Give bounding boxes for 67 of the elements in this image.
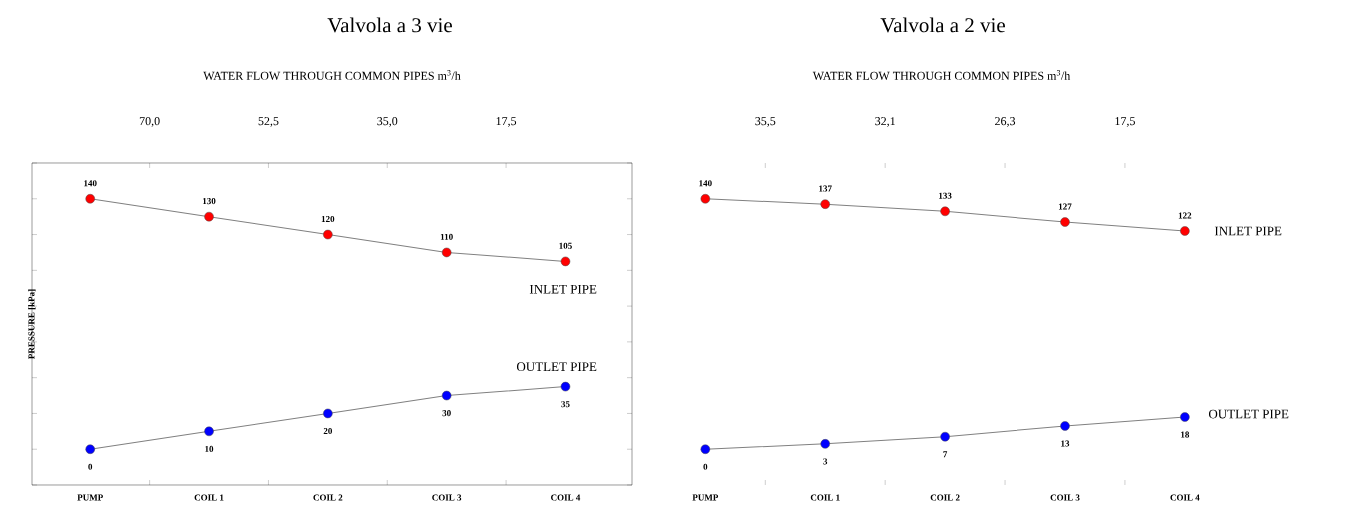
data-label: 130 [203,198,216,205]
point [940,431,950,442]
x-tick-label: COIL 2 [930,494,960,501]
point [85,194,95,204]
data-label: 127 [1058,203,1072,210]
data-label: 137 [819,185,832,192]
data-label: 122 [1178,212,1192,219]
text: 52,5 [258,117,279,127]
data-label: 35 [561,401,570,408]
data-label: 20 [323,427,332,435]
point [323,408,333,419]
point [560,381,571,392]
data-label: 140 [84,180,97,187]
point [700,444,711,454]
x2-axis-title: WATER FLOW THROUGH COMMON PIPES m$^{3}$/h [203,70,461,80]
text: 26,3 [995,117,1016,127]
text: 35,0 [377,117,398,127]
point [700,194,711,204]
x-tick-label: COIL 4 [1170,494,1200,501]
point [204,426,214,437]
x-tick-label: COIL 2 [313,494,343,501]
data-label: 0 [88,463,93,470]
point [820,199,830,209]
point [441,390,452,401]
data-label: 0 [703,463,708,470]
chart-title: Valvola a 3 vie [327,17,452,33]
data-label: 120 [321,215,335,223]
point [441,247,452,258]
data-label: 140 [699,180,712,187]
series-label: INLET PIPE [529,284,597,294]
data-label: 18 [1181,431,1190,438]
series-label: INLET PIPE [1214,226,1282,236]
x-tick-label: PUMP [77,494,103,501]
data-label: 133 [939,192,952,199]
text: 70,0 [139,117,160,127]
data-label: 3 [823,458,828,465]
x2-axis-title: WATER FLOW THROUGH COMMON PIPES m$^{3}$/h [812,70,1071,80]
point [1060,217,1070,227]
text: 35,5 [755,117,776,127]
series-label: OUTLET PIPE [1208,409,1289,419]
point [1060,421,1070,431]
text: 17,5 [496,117,517,127]
data-label: 30 [442,410,451,417]
point [204,211,214,222]
text: 32,1 [875,117,895,127]
point [1180,226,1190,236]
x-tick-label: COIL 1 [810,494,840,501]
series-label: OUTLET PIPE [516,362,597,372]
point [820,439,830,449]
data-label: 110 [440,233,453,240]
x-tick-label: COIL 3 [432,494,462,501]
text: 17,5 [1115,117,1135,127]
data-label: 105 [559,242,572,249]
x-tick-label: COIL 1 [194,494,224,501]
point [323,229,333,240]
point [1180,412,1190,422]
point [940,206,950,217]
x-tick-label: COIL 4 [551,494,581,501]
y-axis-title: PRESSURE [kPa] [28,289,36,359]
chart-title: Valvola a 2 vie [880,17,1005,33]
x-tick-label: PUMP [692,494,719,501]
x-tick-label: COIL 3 [1050,494,1080,501]
data-label: 10 [205,445,214,452]
point [560,256,571,267]
data-label: 13 [1061,440,1070,447]
data-label: 7 [943,451,948,458]
point [85,444,95,454]
